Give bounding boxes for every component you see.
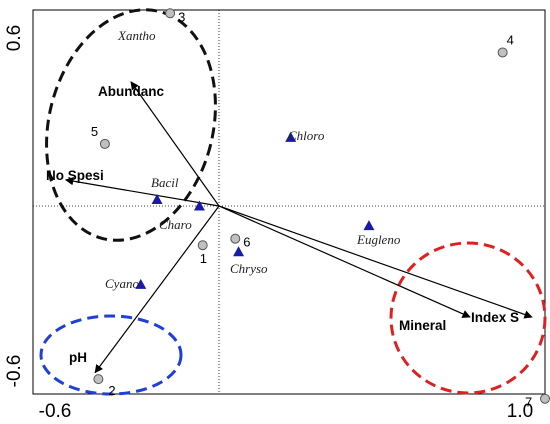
vector-arrow-no-spesi [64,176,220,207]
taxon-label-chloro: Chloro [288,128,325,143]
site-label-2: 2 [108,383,115,398]
site-point-7 [540,393,550,404]
vector-arrow-mineral [218,205,471,318]
y-tick-top: 0.6 [4,25,25,51]
vector-label-abundanc: Abundanc [98,84,164,99]
x-tick-left: -0.6 [39,401,72,422]
vector-arrow-ph [94,205,220,374]
vector-label-mineral: Mineral [399,318,446,333]
x-tick-right: 1.0 [507,401,533,422]
plot-frame [32,9,546,395]
vector-label-no-spesi: No Spesi [46,168,104,183]
vector-arrow-abundanc [130,81,220,207]
site-label-5: 5 [91,124,98,139]
taxon-label-eugleno: Eugleno [356,232,401,247]
cluster-ellipse-3 [389,241,547,395]
site-point-3 [165,8,176,19]
site-label-6: 6 [243,235,250,250]
site-label-4: 4 [507,32,514,47]
taxon-marker-chloro [285,131,297,142]
y-tick-bottom: -0.6 [4,355,25,388]
cluster-ellipse-2 [39,314,183,396]
taxon-label-cyano: Cyano [105,276,139,291]
taxon-marker-charo [193,200,205,211]
taxon-marker-chryso [233,246,245,257]
cluster-ellipse-1 [45,8,217,242]
taxon-marker-bacil [151,193,163,204]
taxon-label-charo: Charo [159,217,192,232]
site-label-1: 1 [200,251,207,266]
site-label-7: 7 [525,395,532,410]
taxon-label-xantho: Xantho [117,28,156,43]
site-label-3: 3 [178,9,185,24]
taxon-marker-eugleno [363,220,375,231]
taxon-label-chryso: Chryso [230,261,268,276]
site-point-4 [497,47,508,58]
taxon-label-bacil: Bacil [151,175,179,190]
vector-label-ph: pH [69,350,87,365]
vector-arrow-index-s [218,205,533,319]
taxon-marker-cyano [135,278,147,289]
site-point-1 [197,240,208,251]
vector-label-index-s: Index S [471,310,519,325]
site-point-6 [230,233,241,244]
site-point-5 [99,138,110,149]
site-point-2 [93,374,104,385]
